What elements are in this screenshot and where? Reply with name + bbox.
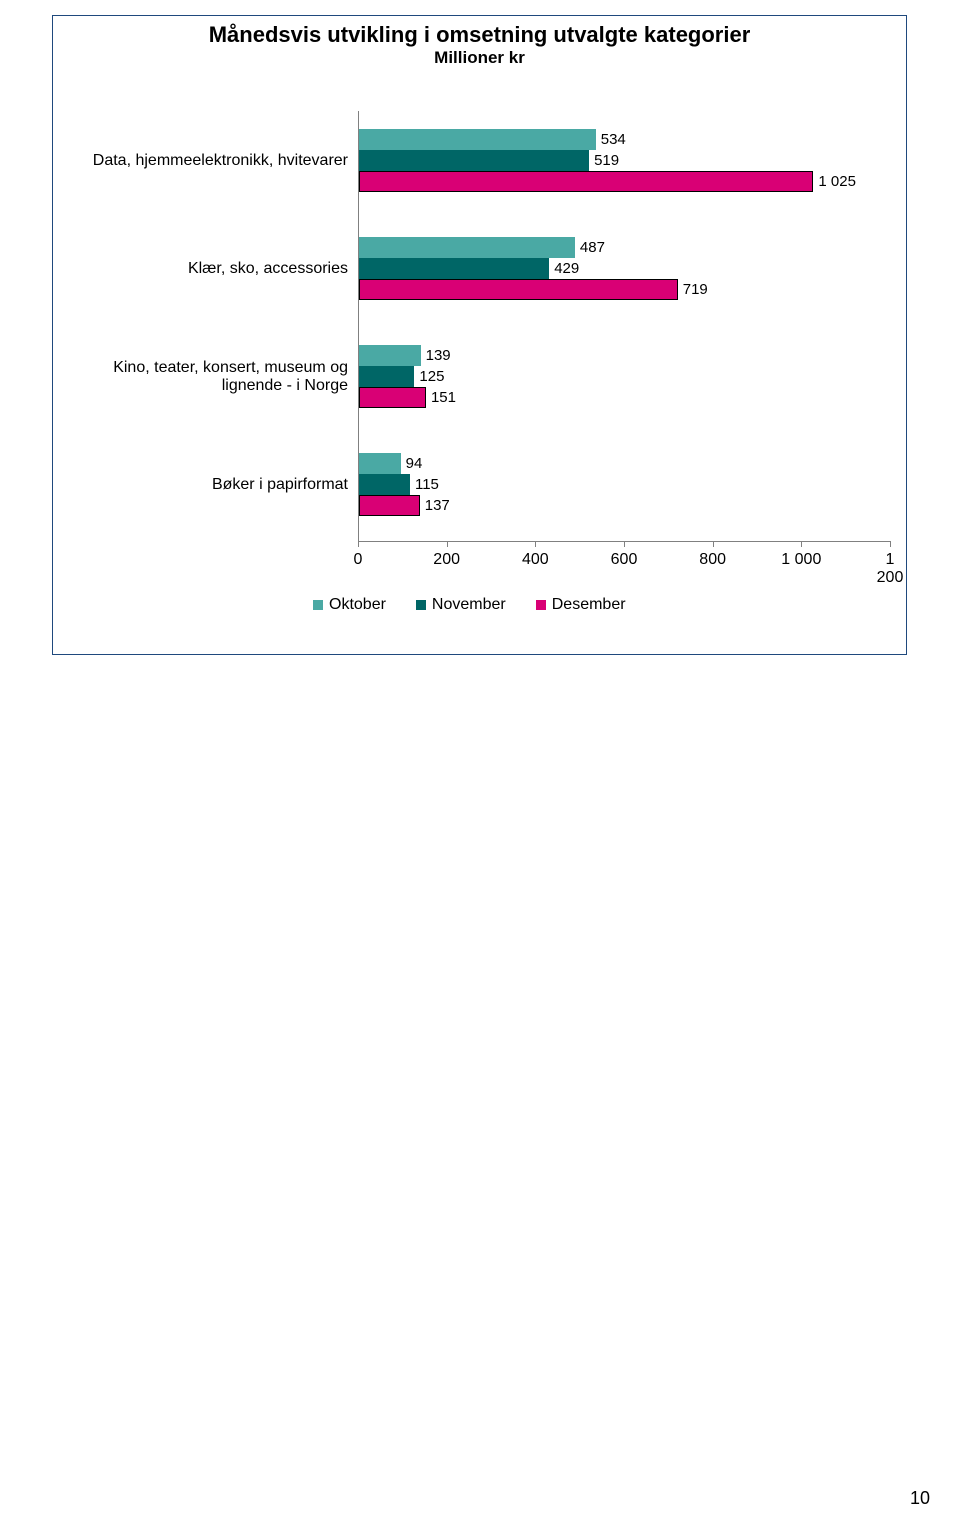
legend-swatch — [536, 600, 546, 610]
chart-frame: Månedsvis utvikling i omsetning utvalgte… — [52, 15, 907, 655]
x-tick — [801, 541, 802, 547]
value-label: 1 025 — [818, 174, 856, 189]
x-tick — [624, 541, 625, 547]
value-label: 94 — [406, 456, 423, 471]
bar — [359, 345, 421, 366]
value-label: 534 — [601, 132, 626, 147]
bar — [359, 474, 410, 495]
bar — [359, 171, 813, 192]
plot-area: 02004006008001 0001 200Data, hjemmeelekt… — [358, 111, 890, 541]
legend-label: Desember — [552, 596, 626, 614]
x-tick — [890, 541, 891, 547]
bar — [359, 366, 414, 387]
value-label: 519 — [594, 153, 619, 168]
value-label: 151 — [431, 390, 456, 405]
x-tick — [713, 541, 714, 547]
legend-swatch — [416, 600, 426, 610]
legend-label: November — [432, 596, 506, 614]
x-tick-label: 0 — [354, 551, 363, 569]
legend-item: November — [416, 596, 506, 614]
value-label: 429 — [554, 261, 579, 276]
legend-item: Oktober — [313, 596, 386, 614]
chart-title: Månedsvis utvikling i omsetning utvalgte… — [53, 22, 906, 48]
page-number: 10 — [910, 1488, 930, 1509]
x-tick-label: 400 — [522, 551, 549, 569]
value-label: 137 — [425, 498, 450, 513]
legend-item: Desember — [536, 596, 626, 614]
value-label: 139 — [426, 348, 451, 363]
x-tick-label: 200 — [433, 551, 460, 569]
category-label: Bøker i papirformat — [63, 476, 348, 494]
x-tick — [535, 541, 536, 547]
bar — [359, 258, 549, 279]
x-tick — [358, 541, 359, 547]
x-tick-label: 800 — [699, 551, 726, 569]
value-label: 115 — [415, 477, 439, 492]
x-tick — [447, 541, 448, 547]
bar — [359, 279, 678, 300]
value-label: 125 — [419, 369, 444, 384]
x-tick-label: 600 — [611, 551, 638, 569]
x-tick-label: 1 000 — [781, 551, 821, 569]
bar — [359, 129, 596, 150]
category-label: Kino, teater, konsert, museum og lignend… — [63, 359, 348, 396]
bar — [359, 237, 575, 258]
value-label: 719 — [683, 282, 708, 297]
bar — [359, 495, 420, 516]
chart-subtitle: Millioner kr — [53, 48, 906, 68]
legend: Oktober November Desember — [313, 596, 626, 614]
legend-swatch — [313, 600, 323, 610]
legend-label: Oktober — [329, 596, 386, 614]
x-tick-label: 1 200 — [877, 551, 904, 587]
category-label: Klær, sko, accessories — [63, 260, 348, 278]
bar — [359, 453, 401, 474]
category-label: Data, hjemmeelektronikk, hvitevarer — [63, 152, 348, 170]
bar — [359, 150, 589, 171]
value-label: 487 — [580, 240, 605, 255]
bar — [359, 387, 426, 408]
